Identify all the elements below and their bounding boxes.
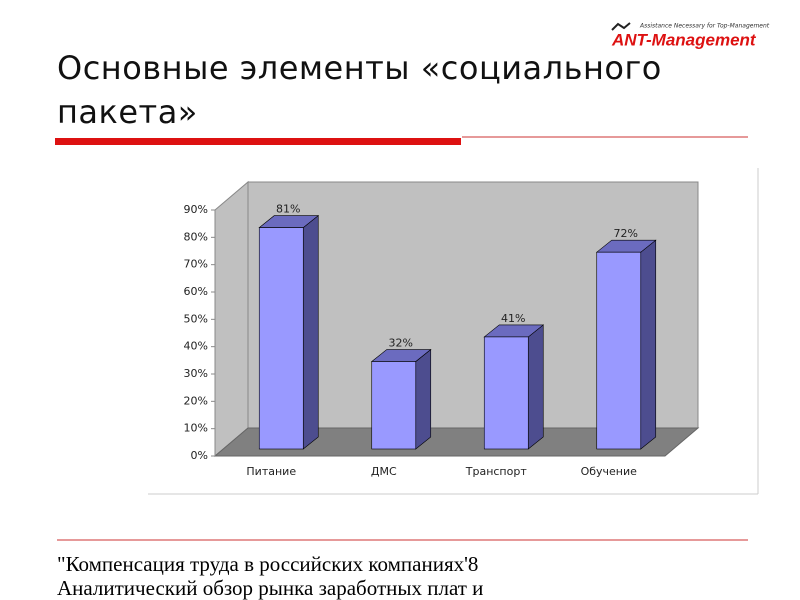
bar [258, 227, 304, 450]
bar-side [302, 214, 319, 450]
y-tick-label: 20% [184, 394, 208, 407]
y-tick-label: 40% [184, 340, 208, 353]
bar [371, 361, 417, 450]
bar [596, 251, 642, 450]
floor [213, 427, 700, 457]
x-tick-label: Обучение [581, 465, 638, 478]
footer-line: Аналитический обзор рынка заработных пла… [57, 576, 484, 600]
y-tick-label: 80% [184, 230, 208, 243]
x-tick-label: ДМС [371, 465, 397, 478]
logo-name: ANT-Management [611, 30, 757, 49]
footer: "Компенсация труда в российских компания… [57, 552, 777, 600]
bar [483, 336, 529, 450]
slide-title: Основные элементы «социального пакета» [57, 49, 662, 131]
y-tick-label: 10% [184, 422, 208, 435]
y-tick-label: 30% [184, 367, 208, 380]
y-tick-label: 90% [184, 203, 208, 216]
x-tick-label: Транспорт [465, 465, 528, 478]
side-wall [214, 180, 249, 458]
y-tick-label: 60% [184, 285, 208, 298]
bar-side [640, 239, 657, 450]
logo-tagline: Assistance Necessary for Top-Management [639, 23, 770, 30]
value-label: 81% [276, 203, 300, 216]
value-label: 32% [389, 337, 413, 350]
title-bar [55, 138, 461, 145]
value-label: 72% [614, 227, 638, 240]
bar-side [415, 348, 432, 450]
y-tick-label: 70% [184, 258, 208, 271]
logo-icon [611, 22, 631, 31]
y-tick-label: 0% [191, 449, 208, 462]
footer-line: "Компенсация труда в российских компания… [57, 552, 479, 576]
y-tick-label: 50% [184, 312, 208, 325]
bar-side [527, 324, 544, 450]
x-tick-label: Питание [246, 465, 296, 478]
value-label: 41% [501, 312, 525, 325]
